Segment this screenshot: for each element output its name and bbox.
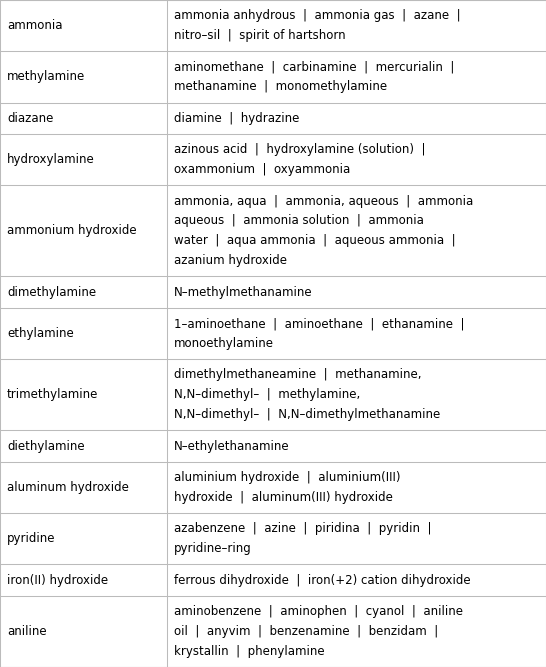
Text: oil  |  anyvim  |  benzenamine  |  benzidam  |: oil | anyvim | benzenamine | benzidam | — [174, 625, 438, 638]
Text: monoethylamine: monoethylamine — [174, 337, 274, 350]
Text: diethylamine: diethylamine — [7, 440, 85, 452]
Text: aqueous  |  ammonia solution  |  ammonia: aqueous | ammonia solution | ammonia — [174, 215, 423, 227]
Text: aminomethane  |  carbinamine  |  mercurialin  |: aminomethane | carbinamine | mercurialin… — [174, 61, 454, 73]
Text: ferrous dihydroxide  |  iron(+2) cation dihydroxide: ferrous dihydroxide | iron(+2) cation di… — [174, 574, 470, 586]
Text: pyridine: pyridine — [7, 532, 56, 545]
Text: pyridine–ring: pyridine–ring — [174, 542, 251, 555]
Text: aluminum hydroxide: aluminum hydroxide — [7, 481, 129, 494]
Text: iron(II) hydroxide: iron(II) hydroxide — [7, 574, 108, 586]
Text: azabenzene  |  azine  |  piridina  |  pyridin  |: azabenzene | azine | piridina | pyridin … — [174, 522, 431, 536]
Text: oxammonium  |  oxyammonia: oxammonium | oxyammonia — [174, 163, 350, 176]
Text: ammonia anhydrous  |  ammonia gas  |  azane  |: ammonia anhydrous | ammonia gas | azane … — [174, 9, 460, 22]
Text: methanamine  |  monomethylamine: methanamine | monomethylamine — [174, 81, 387, 93]
Text: methylamine: methylamine — [7, 71, 85, 83]
Text: N,N–dimethyl–  |  N,N–dimethylmethanamine: N,N–dimethyl– | N,N–dimethylmethanamine — [174, 408, 440, 421]
Text: dimethylamine: dimethylamine — [7, 285, 96, 299]
Text: azanium hydroxide: azanium hydroxide — [174, 254, 287, 267]
Text: diamine  |  hydrazine: diamine | hydrazine — [174, 112, 299, 125]
Text: ammonia, aqua  |  ammonia, aqueous  |  ammonia: ammonia, aqua | ammonia, aqueous | ammon… — [174, 195, 473, 207]
Text: azinous acid  |  hydroxylamine (solution)  |: azinous acid | hydroxylamine (solution) … — [174, 143, 425, 156]
Text: aminobenzene  |  aminophen  |  cyanol  |  aniline: aminobenzene | aminophen | cyanol | anil… — [174, 605, 462, 618]
Text: aluminium hydroxide  |  aluminium(III): aluminium hydroxide | aluminium(III) — [174, 471, 400, 484]
Text: N–methylmethanamine: N–methylmethanamine — [174, 285, 312, 299]
Text: N,N–dimethyl–  |  methylamine,: N,N–dimethyl– | methylamine, — [174, 388, 360, 402]
Text: N–ethylethanamine: N–ethylethanamine — [174, 440, 289, 452]
Text: hydroxide  |  aluminum(III) hydroxide: hydroxide | aluminum(III) hydroxide — [174, 491, 393, 504]
Text: diazane: diazane — [7, 112, 54, 125]
Text: trimethylamine: trimethylamine — [7, 388, 98, 402]
Text: nitro–sil  |  spirit of hartshorn: nitro–sil | spirit of hartshorn — [174, 29, 345, 42]
Text: krystallin  |  phenylamine: krystallin | phenylamine — [174, 645, 324, 658]
Text: water  |  aqua ammonia  |  aqueous ammonia  |: water | aqua ammonia | aqueous ammonia | — [174, 234, 455, 247]
Text: ammonia: ammonia — [7, 19, 62, 32]
Text: dimethylmethaneamine  |  methanamine,: dimethylmethaneamine | methanamine, — [174, 368, 421, 382]
Text: ethylamine: ethylamine — [7, 327, 74, 340]
Text: 1–aminoethane  |  aminoethane  |  ethanamine  |: 1–aminoethane | aminoethane | ethanamine… — [174, 317, 464, 330]
Text: aniline: aniline — [7, 625, 46, 638]
Text: ammonium hydroxide: ammonium hydroxide — [7, 224, 136, 237]
Text: hydroxylamine: hydroxylamine — [7, 153, 95, 166]
